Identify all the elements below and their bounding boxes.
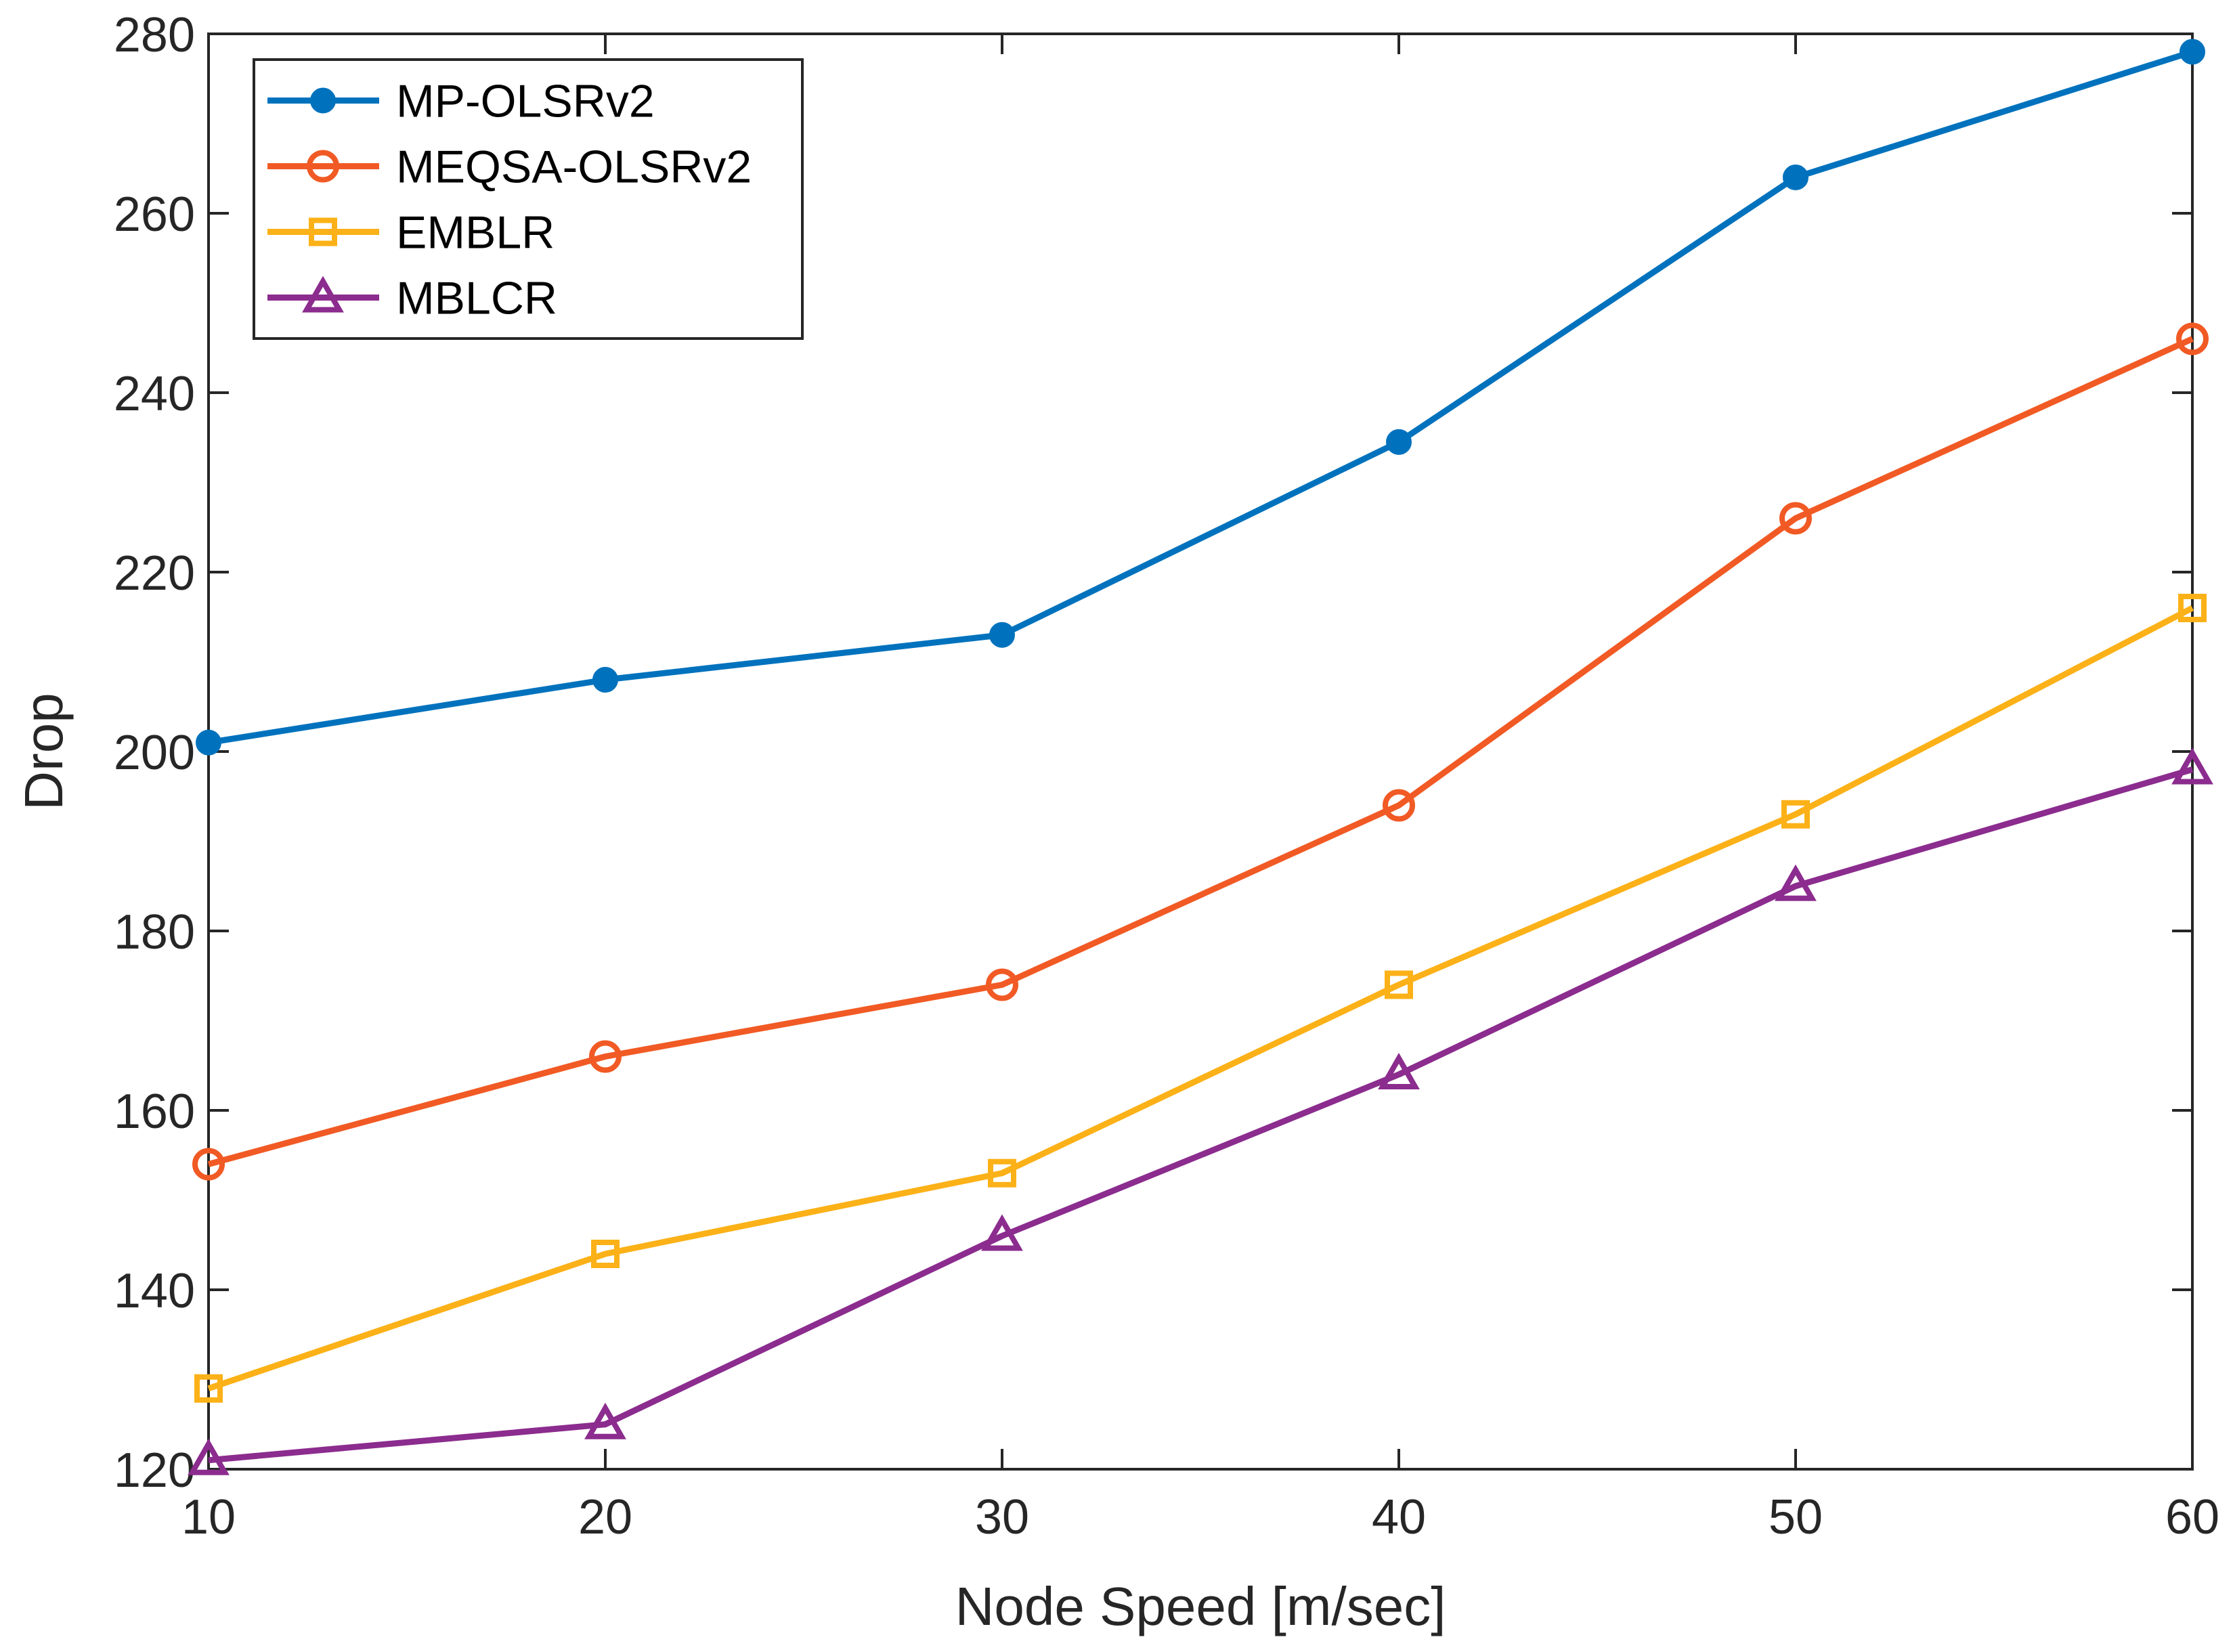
x-axis-title: Node Speed [m/sec] <box>955 1576 1446 1636</box>
legend-item: MEQSA-OLSRv2 <box>267 142 752 193</box>
data-point <box>2171 747 2213 785</box>
data-point <box>196 729 221 756</box>
legend-item: EMBLR <box>267 207 555 259</box>
y-tick-label: 120 <box>114 1443 195 1498</box>
x-axis: 10 20 30 40 50 60 <box>181 34 2219 1544</box>
y-tick-label: 240 <box>114 367 195 421</box>
y-tick-label: 160 <box>114 1085 195 1139</box>
series-mblcr <box>188 747 2213 1475</box>
data-point <box>1385 970 1413 999</box>
y-axis: 120 140 160 180 200 220 240 260 280 <box>114 8 2192 1498</box>
data-point <box>188 1438 230 1475</box>
legend-item: MBLCR <box>267 273 557 324</box>
legend-label: MP-OLSRv2 <box>396 76 655 127</box>
legend-item: MP-OLSRv2 <box>267 76 655 127</box>
series-layer <box>188 39 2213 1475</box>
x-tick-label: 20 <box>578 1490 632 1544</box>
x-tick-label: 10 <box>181 1490 236 1544</box>
data-point <box>1386 429 1412 455</box>
legend-label: MEQSA-OLSRv2 <box>396 142 752 193</box>
data-point <box>591 1240 620 1268</box>
series-line <box>207 336 2194 1167</box>
series-line <box>208 766 2194 1464</box>
data-point <box>989 622 1015 648</box>
data-point <box>986 968 1018 1001</box>
y-tick-label: 140 <box>114 1264 195 1318</box>
y-tick-label: 200 <box>114 726 195 780</box>
y-tick-label: 180 <box>114 905 195 959</box>
data-point <box>981 1214 1023 1251</box>
legend: MP-OLSRv2 MEQSA-OLSRv2 EMBLR MBLCR <box>253 58 804 340</box>
series-line <box>208 49 2194 746</box>
data-point <box>584 1402 626 1439</box>
y-tick-label: 260 <box>114 188 195 242</box>
series-emblr <box>194 594 2207 1403</box>
data-point <box>988 1158 1016 1188</box>
data-point <box>1781 800 1810 829</box>
legend-swatch-marker <box>302 276 344 313</box>
data-point <box>2176 322 2209 355</box>
x-tick-label: 50 <box>1769 1490 1823 1544</box>
data-point <box>2178 594 2207 622</box>
legend-box <box>253 58 804 340</box>
data-point <box>1779 502 1812 535</box>
legend-swatch-marker <box>310 87 336 114</box>
y-tick-label: 220 <box>114 546 195 601</box>
data-point <box>592 667 618 693</box>
series-mp-olsrv2 <box>196 39 2205 756</box>
y-axis-title: Drop <box>14 693 74 810</box>
data-point <box>589 1040 622 1073</box>
data-point <box>2180 39 2205 65</box>
series-meqsa-olsrv2 <box>192 322 2209 1181</box>
y-tick-label: 280 <box>114 8 195 62</box>
legend-label: EMBLR <box>396 207 555 259</box>
x-tick-label: 30 <box>975 1490 1029 1544</box>
data-point <box>192 1148 225 1181</box>
data-point <box>1783 165 1808 190</box>
legend-label: MBLCR <box>396 273 557 324</box>
data-point <box>1383 789 1415 822</box>
x-tick-label: 60 <box>2165 1490 2219 1544</box>
legend-swatch-marker <box>307 150 339 183</box>
data-point <box>1775 864 1817 901</box>
x-tick-label: 40 <box>1372 1490 1426 1544</box>
data-point <box>1378 1052 1420 1089</box>
series-line <box>207 605 2194 1392</box>
legend-swatch-marker <box>309 217 337 246</box>
data-point <box>194 1374 223 1403</box>
